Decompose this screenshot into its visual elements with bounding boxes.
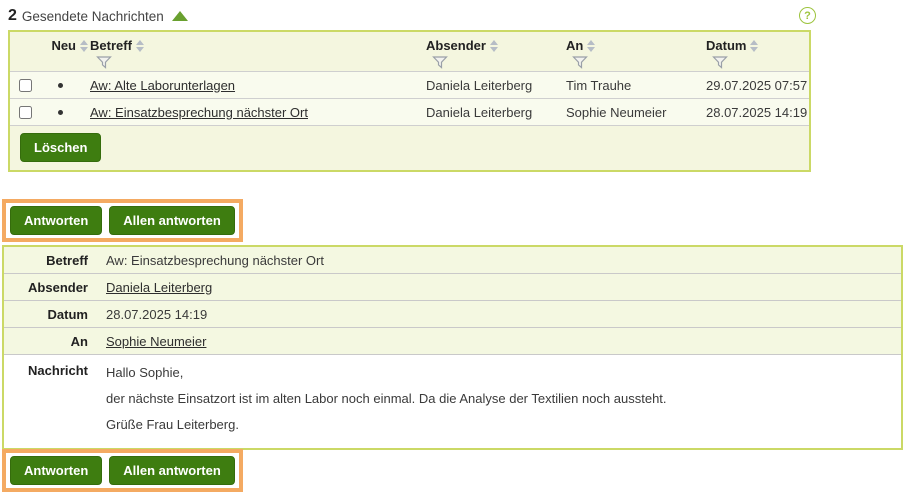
filter-funnel-icon[interactable] xyxy=(432,56,448,69)
section-header: 2 Gesendete Nachrichten ? xyxy=(0,0,914,30)
message-count: 2 xyxy=(8,7,17,24)
detail-row-an: An Sophie Neumeier xyxy=(4,328,901,355)
message-line: Grüße Frau Leiterberg. xyxy=(106,417,239,432)
message-detail-panel: Betreff Aw: Einsatzbesprechung nächster … xyxy=(2,245,903,450)
table-footer: Löschen xyxy=(10,125,809,170)
message-line: Hallo Sophie, xyxy=(106,365,184,380)
cell-an: Tim Trauhe xyxy=(566,77,632,93)
sender-profile-link[interactable]: Daniela Leiterberg xyxy=(106,279,213,295)
reply-button[interactable]: Antworten xyxy=(10,456,103,485)
detail-label-nachricht: Nachricht xyxy=(28,363,88,378)
column-label-datum: Datum xyxy=(706,38,747,53)
message-line: der nächste Einsatzort ist im alten Labo… xyxy=(106,391,667,406)
detail-label-an: An xyxy=(70,333,88,349)
message-body: Hallo Sophie, der nächste Einsatzort ist… xyxy=(101,360,667,438)
collapse-triangle-icon[interactable] xyxy=(171,11,188,21)
column-label-betreff: Betreff xyxy=(90,38,132,53)
column-header-neu: Neu xyxy=(40,38,90,69)
table-header-row: Neu Betreff Absender An xyxy=(10,32,809,71)
detail-row-nachricht: Nachricht Hallo Sophie, der nächste Eins… xyxy=(4,355,901,448)
row-select-checkbox[interactable] xyxy=(18,78,32,92)
cell-absender: Daniela Leiterberg xyxy=(426,77,533,93)
column-header-an: An xyxy=(566,38,706,69)
cell-an: Sophie Neumeier xyxy=(566,104,667,120)
detail-row-betreff: Betreff Aw: Einsatzbesprechung nächster … xyxy=(4,247,901,274)
cell-absender: Daniela Leiterberg xyxy=(426,104,533,120)
sort-arrows-icon[interactable] xyxy=(135,39,144,52)
column-label-neu: Neu xyxy=(51,38,76,53)
detail-value-betreff: Aw: Einsatzbesprechung nächster Ort xyxy=(106,252,324,268)
sent-messages-table: Neu Betreff Absender An xyxy=(8,30,811,172)
reply-action-group-bottom: Antworten Allen antworten xyxy=(2,449,243,492)
message-subject-link[interactable]: Aw: Einsatzbesprechung nächster Ort xyxy=(90,104,308,120)
cell-datum: 29.07.2025 07:57 xyxy=(706,77,808,93)
page-title: Gesendete Nachrichten xyxy=(21,8,164,24)
reply-all-button[interactable]: Allen antworten xyxy=(109,456,235,485)
filter-funnel-icon[interactable] xyxy=(712,56,728,69)
column-header-absender: Absender xyxy=(426,38,566,69)
column-label-absender: Absender xyxy=(426,38,486,53)
sort-arrows-icon[interactable] xyxy=(750,39,759,52)
detail-label-absender: Absender xyxy=(28,279,88,295)
message-subject-link[interactable]: Aw: Alte Laborunterlagen xyxy=(90,77,236,93)
filter-funnel-icon[interactable] xyxy=(96,56,112,69)
delete-button[interactable]: Löschen xyxy=(20,133,102,162)
detail-row-datum: Datum 28.07.2025 14:19 xyxy=(4,301,901,328)
table-row: Aw: Alte Laborunterlagen Daniela Leiterb… xyxy=(10,71,809,98)
detail-label-betreff: Betreff xyxy=(46,252,88,268)
unread-dot-icon xyxy=(58,109,63,115)
table-row: Aw: Einsatzbesprechung nächster Ort Dani… xyxy=(10,98,809,125)
cell-datum: 28.07.2025 14:19 xyxy=(706,104,808,120)
reply-action-group-top: Antworten Allen antworten xyxy=(2,199,243,242)
recipient-profile-link[interactable]: Sophie Neumeier xyxy=(106,333,207,349)
filter-funnel-icon[interactable] xyxy=(572,56,588,69)
column-label-an: An xyxy=(566,38,584,53)
row-select-checkbox[interactable] xyxy=(18,105,32,119)
sort-arrows-icon[interactable] xyxy=(587,39,596,52)
unread-dot-icon xyxy=(58,82,63,88)
column-header-betreff: Betreff xyxy=(90,38,426,69)
detail-label-datum: Datum xyxy=(47,306,88,322)
header-checkbox-spacer xyxy=(10,38,40,69)
help-icon[interactable]: ? xyxy=(799,7,816,24)
column-header-datum: Datum xyxy=(706,38,809,69)
sort-arrows-icon[interactable] xyxy=(80,39,88,52)
detail-row-absender: Absender Daniela Leiterberg xyxy=(4,274,901,301)
detail-value-datum: 28.07.2025 14:19 xyxy=(106,306,208,322)
reply-button[interactable]: Antworten xyxy=(10,206,103,235)
sort-arrows-icon[interactable] xyxy=(489,39,498,52)
reply-all-button[interactable]: Allen antworten xyxy=(109,206,235,235)
